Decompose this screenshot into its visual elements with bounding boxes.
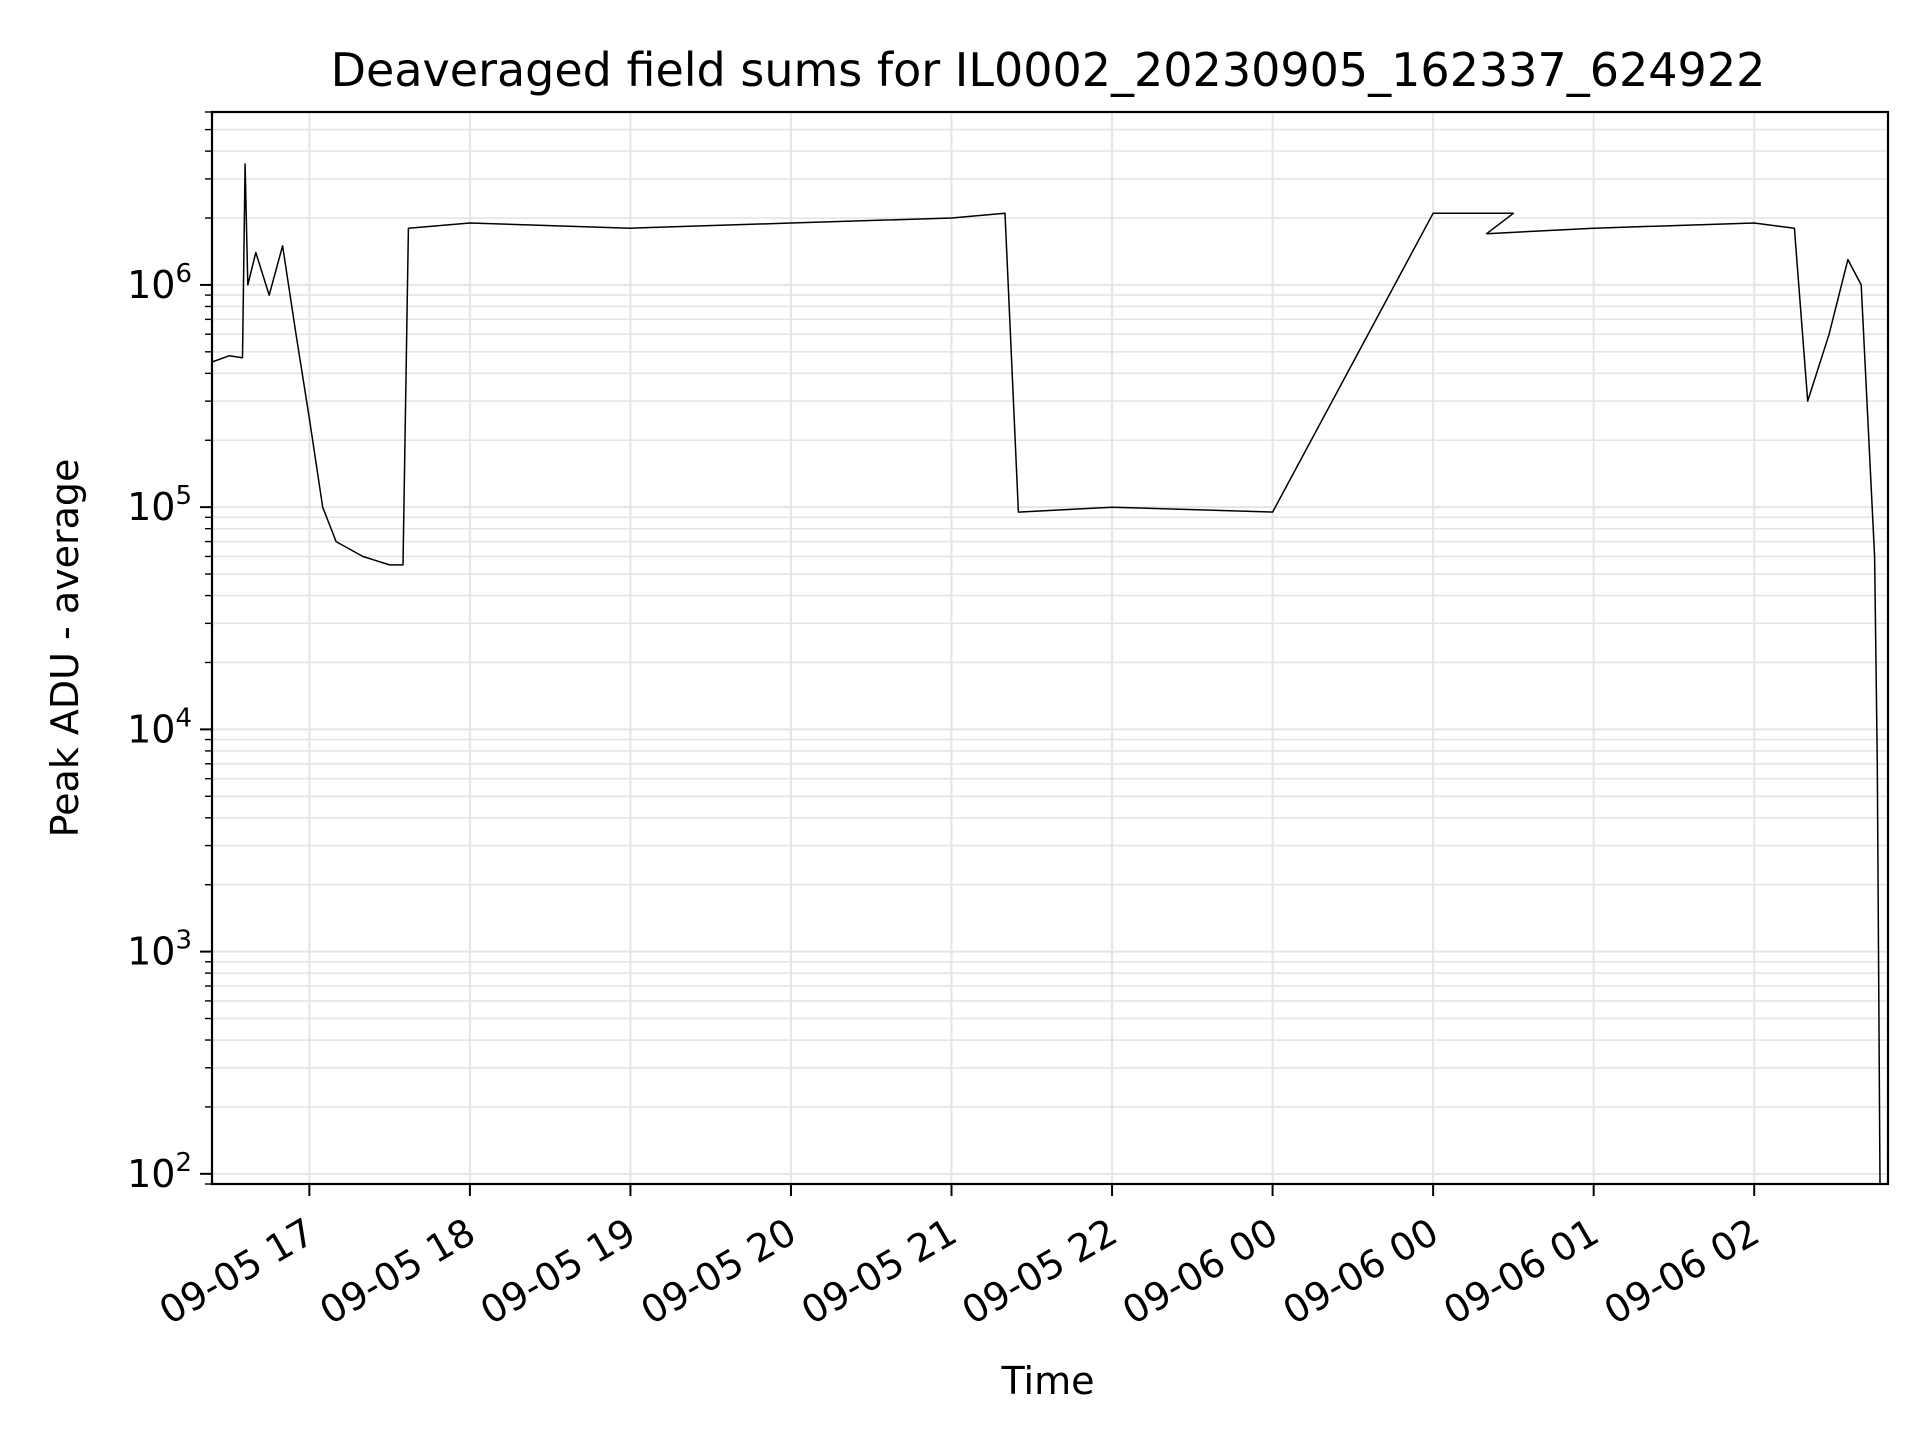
y-tick-label: 106 <box>127 259 192 307</box>
data-series <box>211 163 1881 1185</box>
y-tick-label: 103 <box>127 926 192 974</box>
grid-lines <box>212 111 1888 1185</box>
chart-title: Deaveraged field sums for IL0002_2023090… <box>331 43 1766 97</box>
y-axis-label: Peak ADU - average <box>43 459 87 838</box>
y-tick-label: 102 <box>127 1148 192 1196</box>
x-axis-label: Time <box>1001 1359 1095 1403</box>
series-line <box>211 163 1881 1185</box>
y-tick-label: 104 <box>127 703 192 751</box>
y-tick-label: 105 <box>127 481 192 529</box>
y-axis-ticks: 102 103 104 105 106 <box>127 111 212 1196</box>
plot-frame <box>210 110 1890 1186</box>
